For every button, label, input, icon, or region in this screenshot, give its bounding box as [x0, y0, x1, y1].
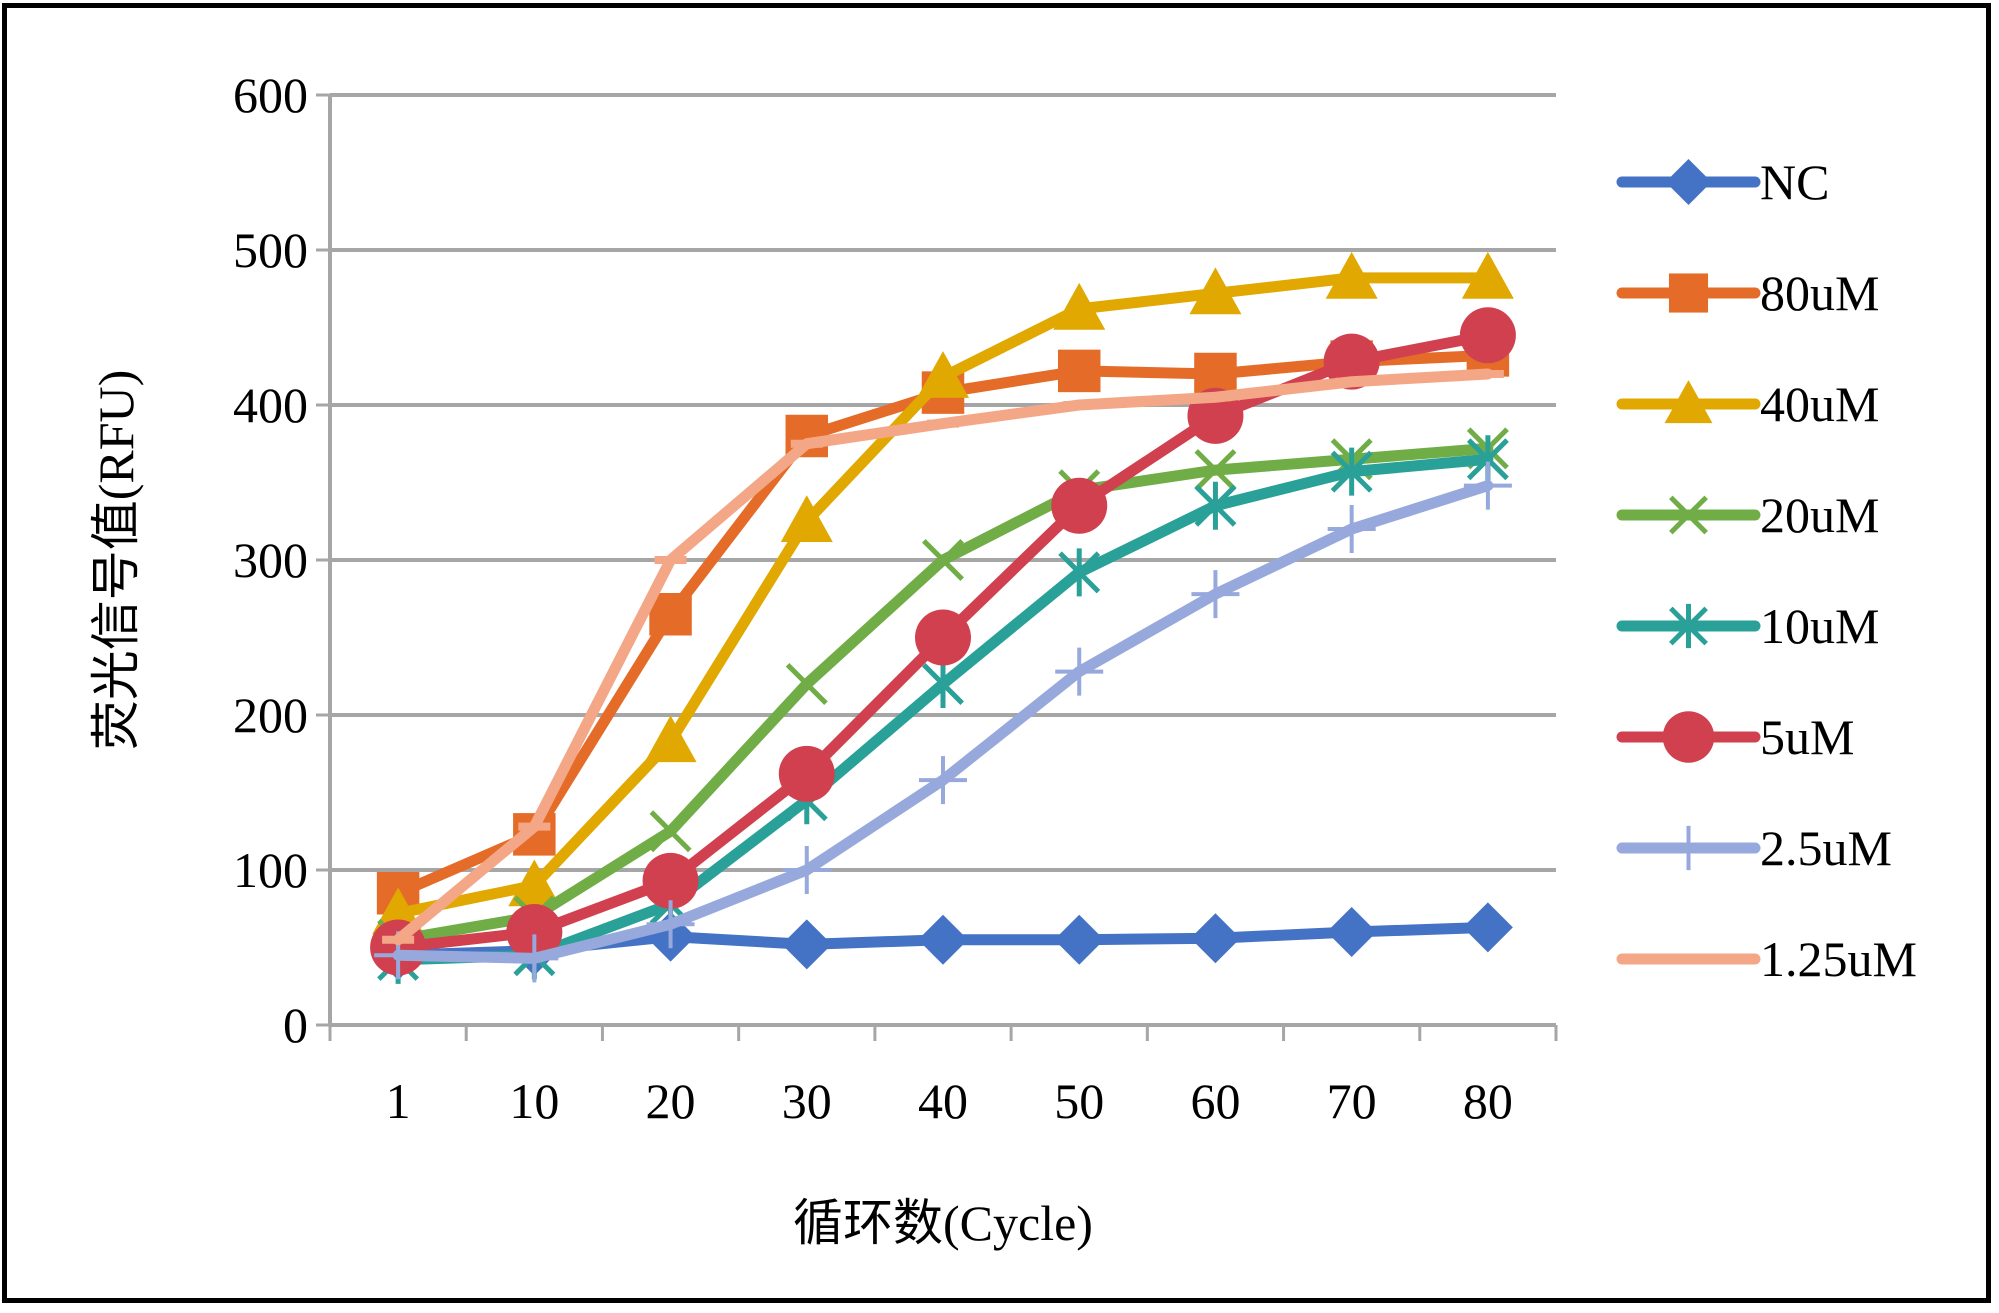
data-point [644, 715, 697, 763]
y-tick-label: 0 [283, 997, 308, 1053]
y-tick-label: 100 [233, 842, 308, 898]
data-point [782, 846, 831, 894]
x-axis-title: 循环数(Cycle) [793, 1195, 1093, 1251]
data-point [780, 495, 833, 543]
data-point [1190, 913, 1241, 964]
y-axis-title: 荧光信号值(RFU) [88, 370, 144, 751]
y-tick-label: 500 [233, 222, 308, 278]
data-point [918, 914, 968, 965]
data-point [1665, 159, 1712, 205]
data-point [1669, 603, 1708, 649]
data-point [649, 810, 692, 853]
data-point [1668, 273, 1709, 313]
data-point [1055, 647, 1104, 696]
data-point [1666, 825, 1711, 871]
grid-lines [330, 93, 1556, 872]
legend-label: 80uM [1760, 265, 1879, 321]
x-tick-label: 10 [509, 1073, 559, 1129]
y-tick-labels: 0 100 200 300 400 500 600 [233, 67, 308, 1053]
data-point [915, 609, 971, 666]
data-point [1330, 447, 1373, 496]
data-point [919, 756, 967, 805]
y-tick-label: 600 [233, 67, 308, 123]
chart-frame [2, 3, 1991, 1303]
data-point [781, 919, 832, 970]
legend-item-80uM: 80uM [1616, 265, 1879, 321]
data-point [1463, 461, 1512, 510]
legend-item-2.5uM: 2.5uM [1616, 820, 1892, 876]
y-tick-label: 300 [233, 532, 308, 588]
legend-label: 40uM [1760, 376, 1879, 432]
legend-item-20uM: 20uM [1616, 487, 1879, 543]
data-point [1053, 282, 1106, 330]
x-tick-label: 1 [386, 1073, 411, 1129]
data-point [1194, 481, 1237, 530]
legend-item-5uM: 5uM [1616, 709, 1854, 765]
data-point [649, 593, 692, 636]
x-tick-label: 60 [1190, 1073, 1240, 1129]
legend-item-NC: NC [1616, 154, 1829, 210]
x-tick-label: 50 [1054, 1073, 1104, 1129]
data-point [1459, 307, 1516, 364]
data-point [922, 539, 964, 581]
y-tick-label: 200 [233, 687, 308, 743]
legend: NC 80uM 40uM 20uM 10uM 5uM 2.5uM 1.25uM [1616, 154, 1917, 987]
data-point [922, 660, 964, 708]
legend-label: 2.5uM [1760, 820, 1892, 876]
data-point [1191, 570, 1240, 619]
data-point [646, 900, 695, 949]
x-tick-label: 20 [646, 1073, 696, 1129]
data-point [1461, 251, 1514, 299]
x-tick-label: 40 [918, 1073, 968, 1129]
data-point [917, 351, 969, 398]
legend-label: 1.25uM [1760, 931, 1917, 987]
series-1.25uM [382, 368, 1504, 946]
series-group [370, 251, 1516, 984]
data-point [1189, 267, 1242, 315]
data-point [1327, 505, 1376, 553]
axes [316, 93, 1558, 1041]
data-point [1057, 349, 1101, 393]
data-point [1326, 907, 1377, 957]
legend-item-40uM: 40uM [1616, 376, 1879, 432]
legend-item-1.25uM: 1.25uM [1616, 931, 1917, 987]
legend-label: NC [1760, 154, 1829, 210]
legend-label: 20uM [1760, 487, 1879, 543]
x-tick-label: 70 [1327, 1073, 1377, 1129]
x-tick-label: 80 [1463, 1073, 1513, 1129]
data-point [778, 745, 835, 802]
data-point [1664, 380, 1713, 424]
legend-label: 5uM [1760, 709, 1854, 765]
data-point [785, 663, 828, 705]
x-tick-label: 30 [782, 1073, 832, 1129]
data-point [508, 859, 561, 907]
data-point [1051, 477, 1108, 534]
data-point [1194, 449, 1237, 492]
data-point [642, 852, 699, 909]
data-point [1462, 902, 1513, 953]
data-point [506, 904, 563, 960]
data-point [1054, 914, 1105, 965]
data-point [1669, 495, 1708, 535]
legend-item-10uM: 10uM [1616, 598, 1879, 654]
series-line [392, 453, 1494, 966]
data-point [1058, 548, 1101, 597]
x-tick-labels: 1 10 20 30 40 50 60 70 80 [386, 1073, 1513, 1129]
data-point [1662, 711, 1715, 763]
data-point [1325, 251, 1378, 299]
legend-label: 10uM [1760, 598, 1879, 654]
y-tick-label: 400 [233, 377, 308, 433]
data-point [510, 934, 559, 983]
